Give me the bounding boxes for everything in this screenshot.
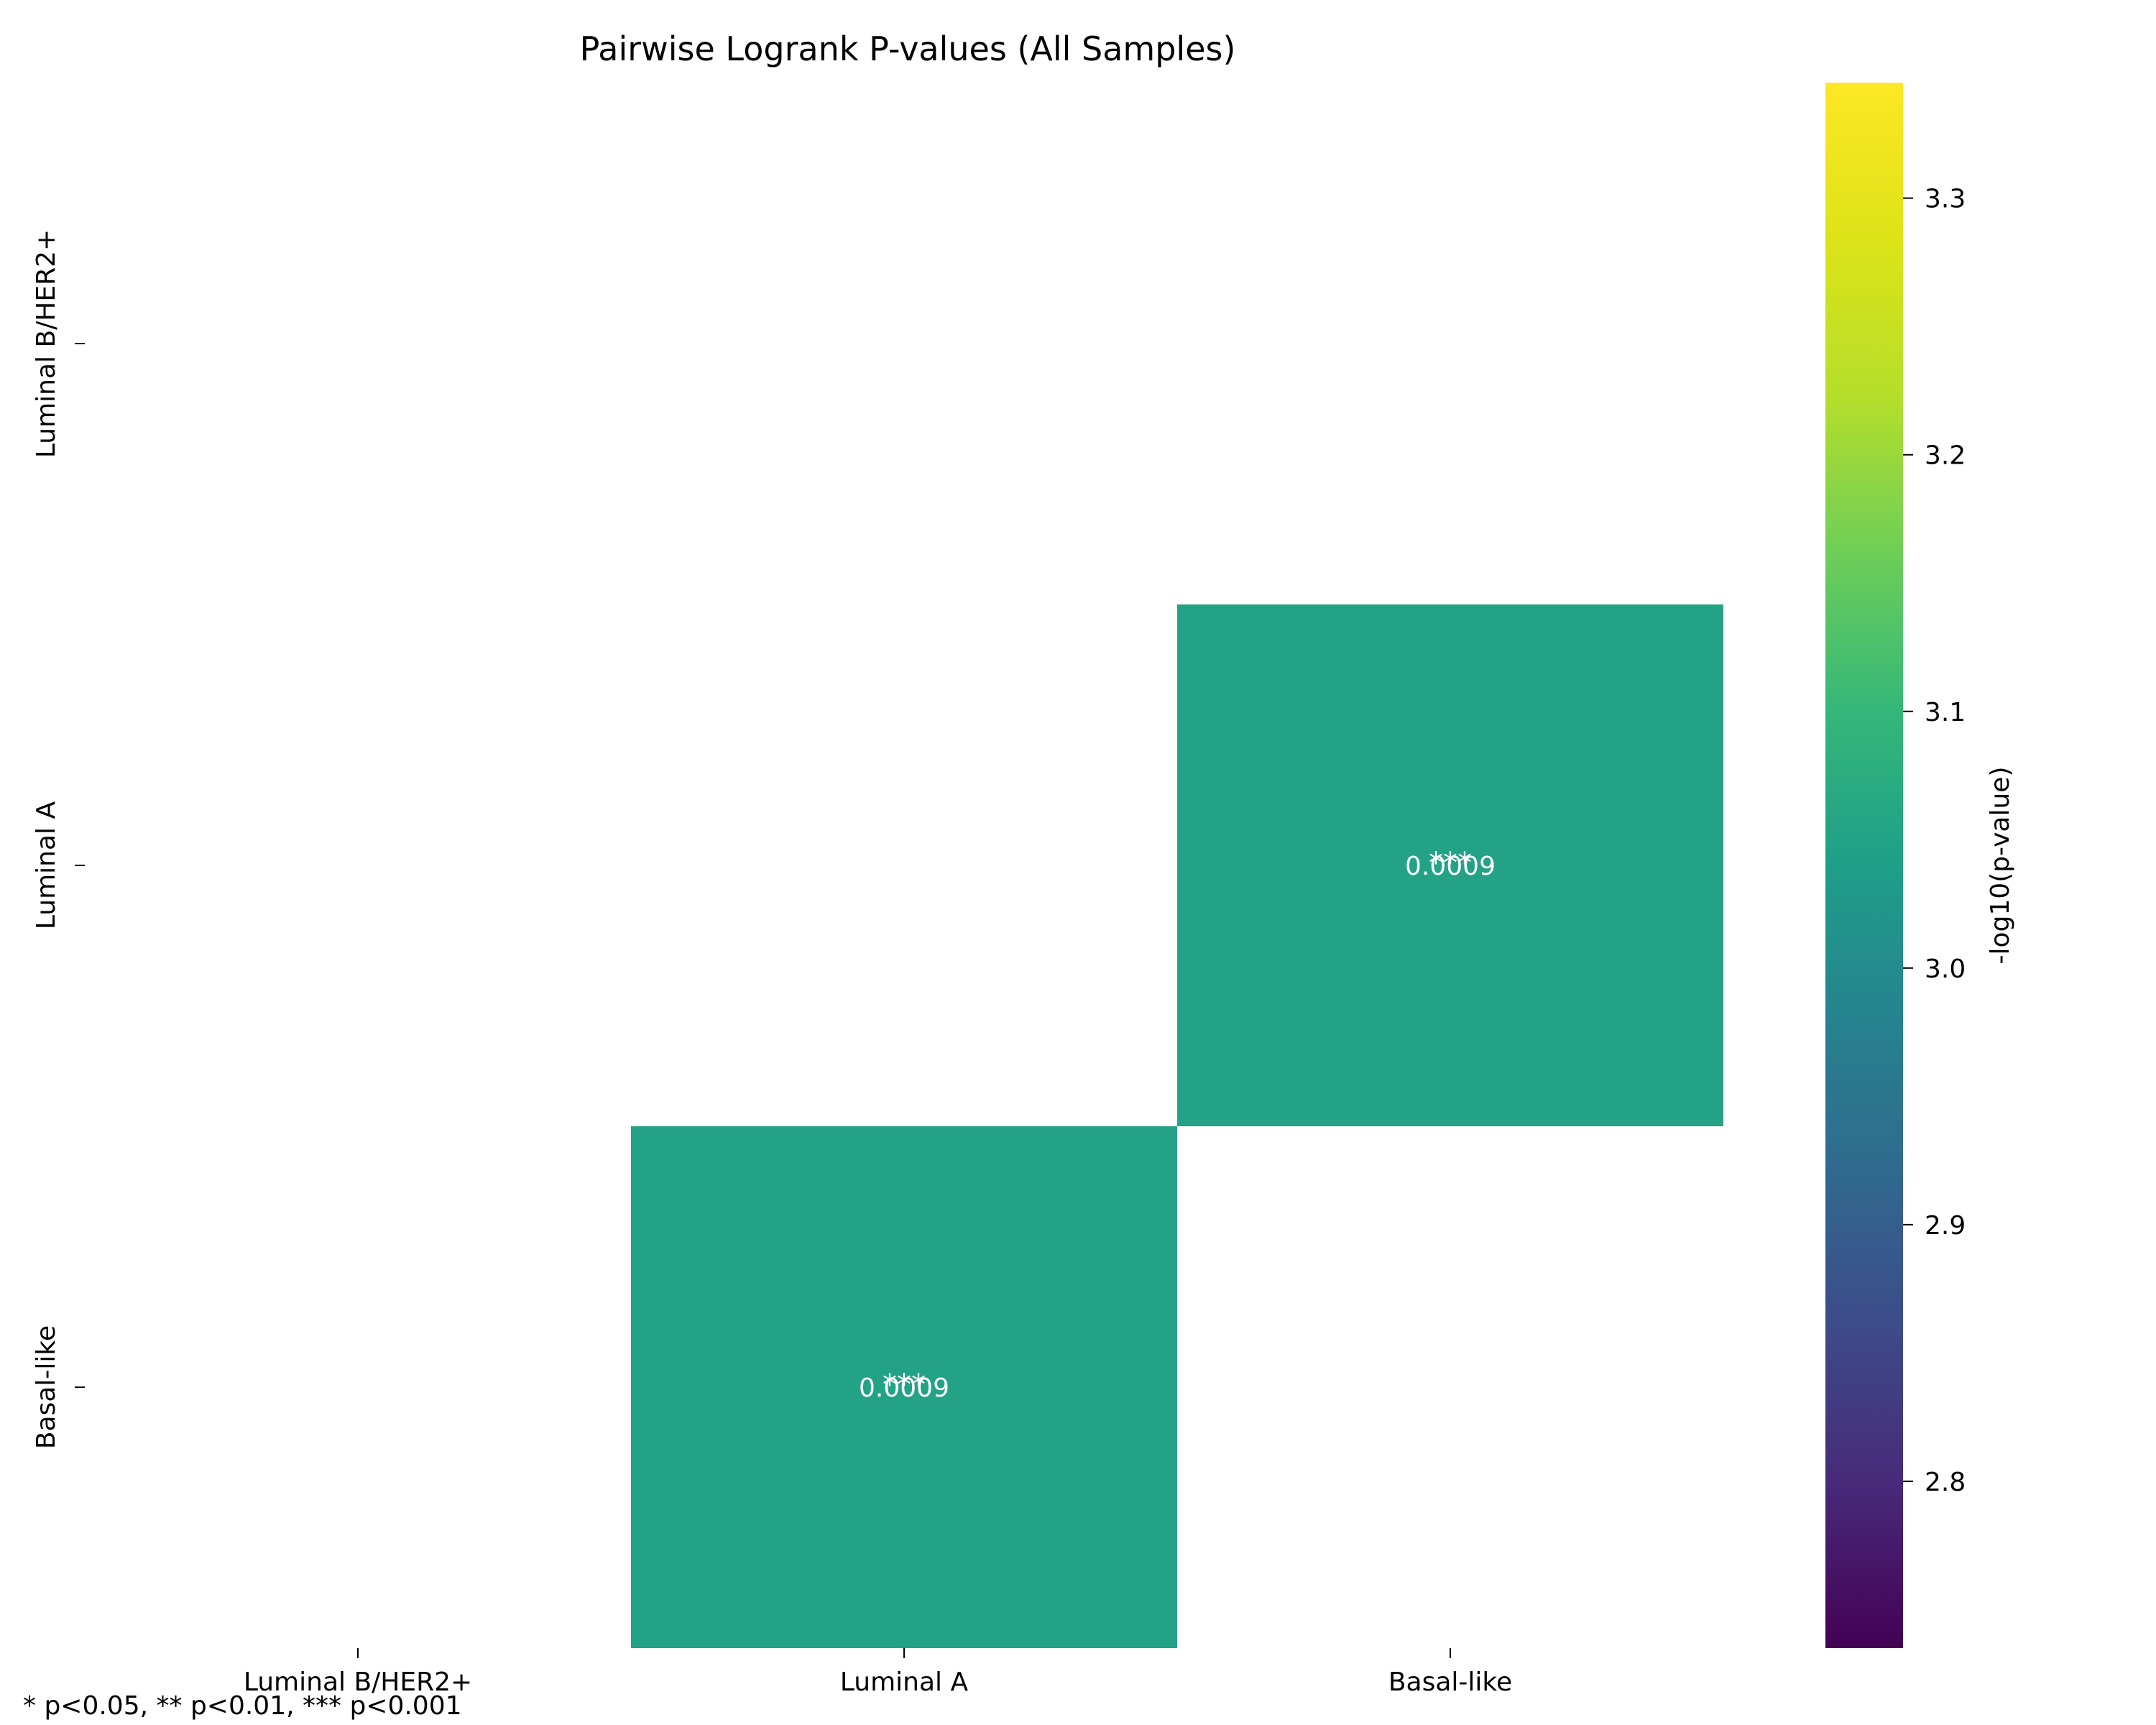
colorbar-tick-label: 2.8	[1925, 1468, 1966, 1497]
y-tick-label: Luminal A	[32, 801, 61, 930]
colorbar: 2.8 2.9 3.0 3.1 3.2 3.3 -log10(p-value)	[1825, 83, 2015, 1648]
x-tick-label: Luminal B/HER2+	[244, 1668, 472, 1697]
x-tick-label: Luminal A	[840, 1668, 969, 1697]
colorbar-tick-label: 3.1	[1925, 698, 1966, 727]
colorbar-ticks: 2.8 2.9 3.0 3.1 3.2 3.3	[1903, 185, 1966, 1497]
heatmap-cell	[631, 1126, 1177, 1648]
x-axis: Luminal B/HER2+ Luminal A Basal-like	[244, 1648, 1512, 1697]
significance-footnote: * p<0.05, ** p<0.01, *** p<0.001	[23, 1691, 462, 1721]
heatmap-cell	[1177, 604, 1723, 1126]
colorbar-gradient	[1825, 83, 1903, 1648]
colorbar-tick-label: 2.9	[1925, 1211, 1966, 1241]
heatmap-cells: 0.0009***0.0009***	[631, 604, 1723, 1648]
chart-title: Pairwise Logrank P-values (All Samples)	[580, 29, 1236, 68]
colorbar-tick-label: 3.3	[1925, 185, 1966, 214]
y-tick-label: Luminal B/HER2+	[32, 229, 61, 458]
colorbar-label: -log10(p-value)	[1986, 767, 2015, 965]
y-tick-label: Basal-like	[32, 1325, 61, 1449]
x-tick-label: Basal-like	[1388, 1668, 1512, 1697]
colorbar-tick-label: 3.0	[1925, 954, 1966, 984]
cell-significance-stars: ***	[883, 1368, 926, 1402]
cell-significance-stars: ***	[1429, 847, 1472, 880]
y-axis: Luminal B/HER2+ Luminal A Basal-like	[32, 229, 85, 1449]
cell-value-label: 0.0009	[1405, 852, 1496, 881]
cell-value-label: 0.0009	[859, 1374, 949, 1403]
colorbar-tick-label: 3.2	[1925, 441, 1966, 471]
